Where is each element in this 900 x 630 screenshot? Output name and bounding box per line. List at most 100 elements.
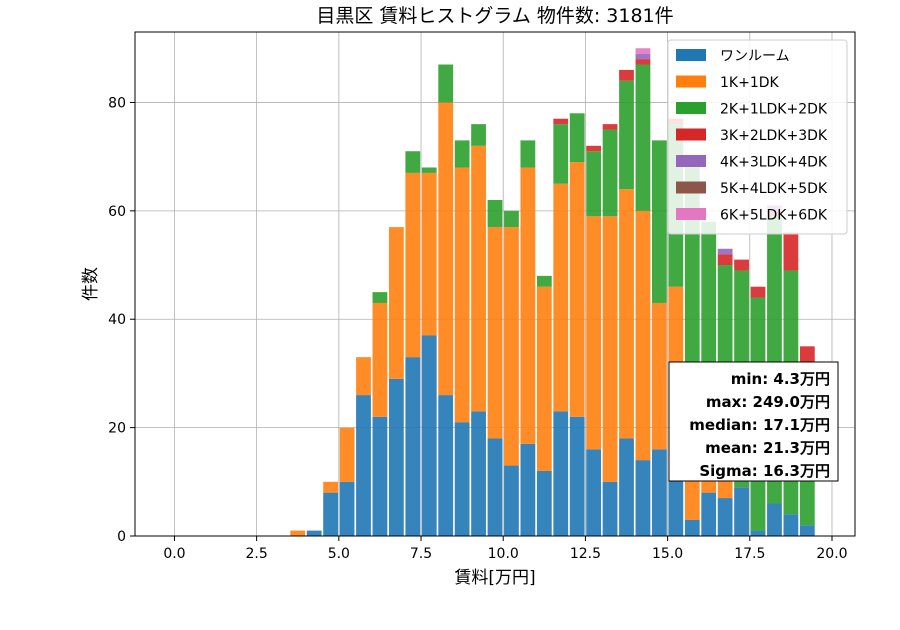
legend-label: 5K+4LDK+5DK	[720, 181, 828, 197]
bar-segment	[635, 48, 651, 54]
y-tick-label: 40	[108, 312, 126, 328]
bar-segment	[619, 69, 634, 81]
bar-segment	[717, 498, 733, 536]
legend: ワンルーム 1K+1DK 2K+1LDK+2DK 3K+2LDK+3DK 4K+3LDK…	[667, 39, 848, 235]
bar-segment	[783, 232, 799, 271]
stats-line: min: 4.3万円	[731, 370, 830, 388]
bar-segment	[339, 481, 355, 536]
bar-segment	[471, 124, 486, 146]
bar-segment	[454, 422, 470, 536]
legend-frame	[667, 39, 848, 235]
bar-segment	[635, 210, 651, 461]
bar-segment	[635, 59, 651, 65]
bar-segment	[520, 443, 536, 536]
bar-segment	[602, 124, 618, 130]
x-axis-label: 賃料[万円]	[454, 568, 535, 588]
bar-segment	[421, 335, 437, 536]
legend-swatch	[676, 208, 706, 220]
bar-segment	[471, 411, 486, 536]
bar-segment	[717, 248, 733, 255]
y-tick-label: 80	[108, 95, 126, 111]
chart-title: 目黒区 賃料ヒストグラム 物件数: 3181件	[316, 5, 673, 27]
x-tick-label: 5.0	[328, 546, 350, 562]
bar-segment	[372, 416, 388, 536]
bar-segment	[372, 292, 388, 303]
bar-segment	[405, 151, 421, 173]
bar-segment	[635, 460, 651, 536]
x-tick-label: 20.0	[816, 546, 847, 562]
bar-segment	[619, 189, 634, 439]
bar-segment	[668, 476, 684, 536]
stats-frame	[668, 361, 839, 482]
bar-segment	[487, 438, 503, 536]
bar-segment	[339, 427, 355, 482]
bar-segment	[553, 183, 569, 412]
stats-line: Sigma: 16.3万円	[699, 462, 830, 480]
legend-label: ワンルーム	[720, 49, 790, 65]
bar-segment	[717, 254, 733, 266]
legend-swatch	[676, 49, 706, 61]
bar-segment	[388, 378, 404, 536]
bar-segment	[569, 113, 585, 163]
bar-segment	[734, 259, 749, 271]
bar-segment	[553, 118, 569, 125]
y-tick-label: 60	[108, 204, 126, 220]
bar-segment	[750, 530, 766, 536]
bar-segment	[421, 172, 437, 336]
legend-swatch	[676, 75, 706, 88]
bar-segment	[372, 302, 388, 417]
bar-segment	[323, 492, 339, 536]
stats-line: max: 249.0万円	[706, 393, 830, 411]
bar-segment	[454, 167, 470, 423]
bar-segment	[405, 172, 421, 358]
x-tick-label: 12.5	[570, 546, 601, 562]
bar-segment	[323, 481, 339, 493]
stats-line: median: 17.1万円	[689, 416, 830, 434]
bar-segment	[388, 227, 404, 379]
bar-segment	[701, 492, 717, 536]
bar-segment	[520, 167, 536, 444]
x-tick-label: 15.0	[652, 546, 683, 562]
bar-segment	[553, 124, 569, 184]
bar-segment	[684, 519, 700, 536]
bar-segment	[536, 275, 552, 287]
bar-segment	[767, 503, 782, 536]
bar-segment	[356, 357, 371, 396]
bar-segment	[586, 145, 602, 152]
bar-segment	[569, 416, 585, 536]
axis-ticks: 0.0 2.5 5.0 7.5 10.0 12.5 15.0 17.5 20.0 0 20 40 60 8…	[108, 95, 847, 562]
y-axis-label: 件数	[81, 267, 101, 301]
bar-segment	[553, 411, 569, 536]
bar-segment	[520, 140, 536, 168]
y-tick-label: 20	[108, 421, 126, 437]
y-tick-label: 0	[117, 529, 126, 545]
bar-segment	[405, 357, 421, 536]
bar-segment	[290, 530, 306, 536]
legend-label: 2K+1LDK+2DK	[720, 102, 828, 118]
bar-segment	[635, 53, 651, 60]
bar-segment	[602, 129, 618, 217]
bar-segment	[504, 210, 519, 228]
bar-segment	[586, 216, 602, 450]
x-tick-label: 17.5	[734, 546, 765, 562]
stats-box: min: 4.3万円 max: 249.0万円 median: 17.1万円 mean…	[668, 361, 839, 482]
bar-segment	[602, 216, 618, 482]
bar-segment	[306, 530, 322, 536]
bar-segment	[569, 162, 585, 417]
bar-segment	[504, 227, 519, 466]
bar-segment	[619, 438, 634, 536]
x-tick-label: 10.0	[488, 546, 519, 562]
bar-segment	[438, 395, 454, 536]
stats-line: mean: 21.3万円	[705, 439, 830, 457]
bar-segment	[635, 64, 651, 211]
bar-segment	[651, 449, 667, 536]
legend-swatch	[676, 102, 706, 114]
bar-segment	[471, 145, 486, 412]
bar-segment	[734, 487, 749, 536]
bar-segment	[750, 286, 766, 298]
bar-segment	[536, 286, 552, 471]
bar-segment	[651, 140, 667, 303]
bar-segment	[799, 346, 815, 363]
bar-segment	[356, 395, 371, 536]
